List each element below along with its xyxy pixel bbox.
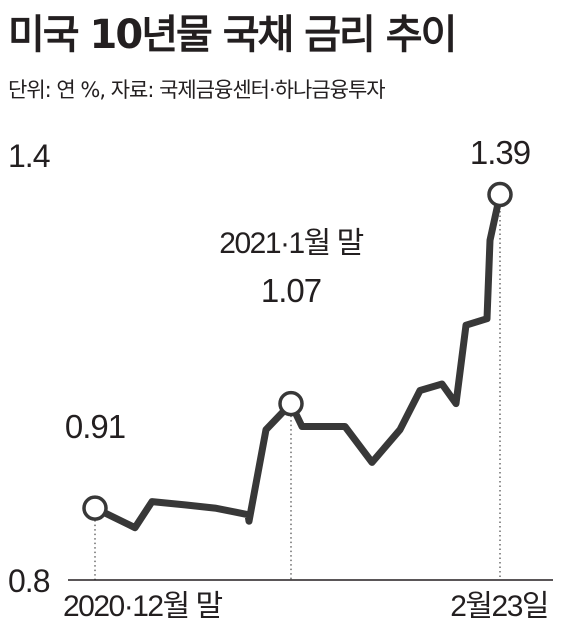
series-line bbox=[91, 191, 504, 532]
chart-title: 미국 10년물 국채 금리 추이 bbox=[8, 12, 457, 58]
x-tick-label: 2020·12월 말 bbox=[63, 590, 223, 623]
data-point-marker bbox=[82, 495, 108, 521]
data-label: 1.07 bbox=[261, 272, 321, 309]
data-point-marker bbox=[487, 181, 513, 208]
data-label: 1.39 bbox=[470, 134, 530, 171]
data-point-marker bbox=[278, 390, 304, 417]
data-label: 0.91 bbox=[65, 408, 125, 445]
chart-source-note: 단위: 연 %, 자료: 국제금융센터·하나금융투자 bbox=[8, 78, 386, 102]
y-tick-label: 1.4 bbox=[8, 138, 50, 174]
annotation-note: 2021·1월 말 bbox=[219, 227, 363, 260]
y-tick-label: 0.8 bbox=[8, 563, 50, 599]
x-tick-label: 2월23일 bbox=[450, 590, 548, 623]
